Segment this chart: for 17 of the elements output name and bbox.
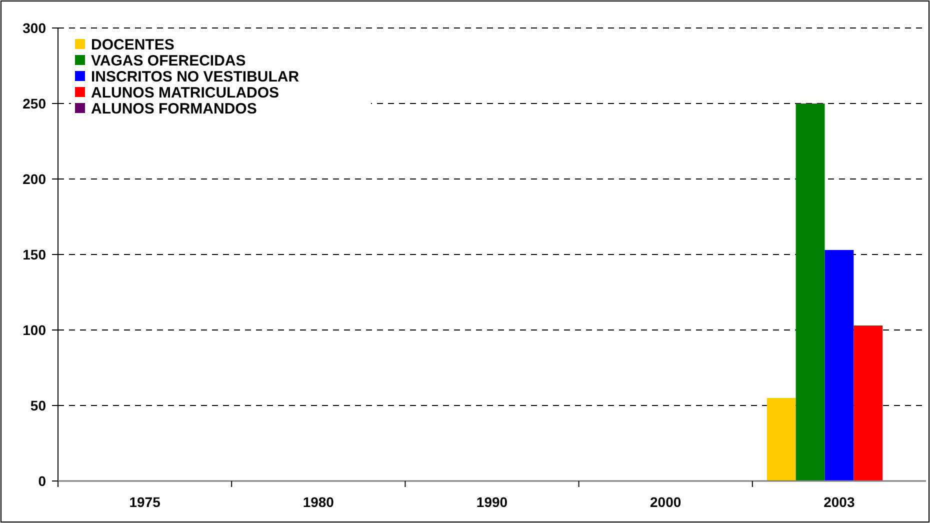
y-tick-label: 200 bbox=[22, 170, 46, 187]
y-tick-label: 100 bbox=[22, 322, 46, 338]
x-tick-label: 2000 bbox=[650, 494, 682, 510]
y-tick-label: 50 bbox=[30, 397, 46, 414]
legend-label: ALUNOS FORMANDOS bbox=[91, 100, 257, 118]
x-tick-label: 1975 bbox=[129, 494, 161, 510]
x-tick-label: 1990 bbox=[476, 494, 508, 510]
legend-label: DOCENTES bbox=[91, 36, 174, 54]
x-tick-label: 2003 bbox=[824, 494, 855, 510]
x-tick-label: 1980 bbox=[302, 494, 334, 510]
legend-label: INSCRITOS NO VESTIBULAR bbox=[91, 68, 300, 86]
y-tick-label: 150 bbox=[22, 246, 46, 262]
legend-label: VAGAS OFERECIDAS bbox=[91, 52, 246, 70]
y-tick-label: 0 bbox=[38, 472, 46, 489]
y-tick-label: 300 bbox=[22, 20, 46, 36]
legend-label: ALUNOS MATRICULADOS bbox=[91, 84, 280, 102]
y-tick-label: 250 bbox=[22, 95, 46, 112]
